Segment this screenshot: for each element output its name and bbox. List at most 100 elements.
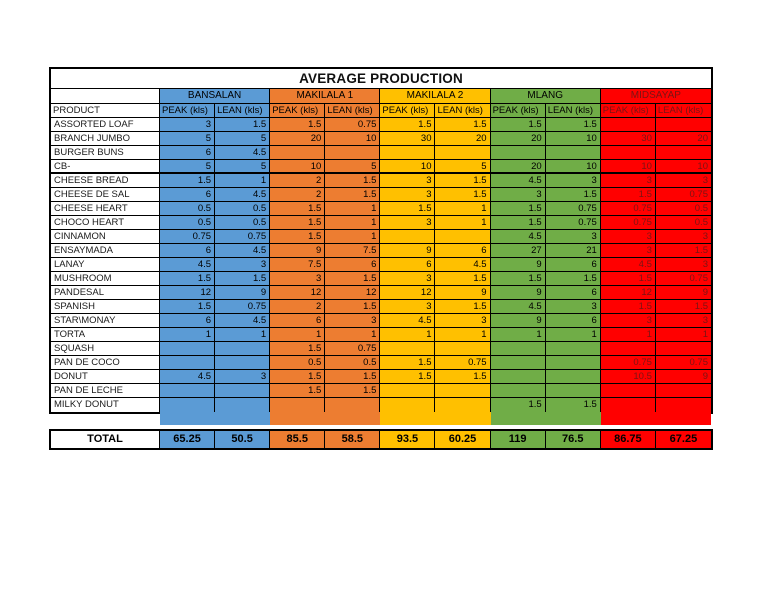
value-cell: 1.5 <box>380 118 436 132</box>
product-cell: BRANCH JUMBO <box>51 132 160 146</box>
spacer-band-bansalan <box>160 412 271 425</box>
value-cell: 3 <box>215 370 271 384</box>
product-cell: PANDESAL <box>51 286 160 300</box>
value-cell <box>160 384 216 398</box>
value-cell <box>545 384 601 398</box>
value-cell: 3 <box>655 258 711 272</box>
value-cell: 27 <box>490 244 546 258</box>
value-cell: 1 <box>325 230 381 244</box>
value-cell: 12 <box>270 286 326 300</box>
production-table: AVERAGE PRODUCTION BANSALAN MAKILALA 1 MAK… <box>49 67 713 414</box>
value-cell: 10 <box>545 160 601 174</box>
value-cell <box>380 398 436 412</box>
value-cell: 12 <box>325 286 381 300</box>
value-cell: 3 <box>325 314 381 328</box>
value-cell <box>380 146 436 160</box>
lean-header-mlang: LEAN (kls) <box>545 104 601 118</box>
value-cell <box>655 118 711 132</box>
total-value: 76.5 <box>545 431 601 448</box>
value-cell: 1 <box>435 328 491 342</box>
value-cell: 6 <box>545 258 601 272</box>
value-cell: 9 <box>490 314 546 328</box>
value-cell: 1.5 <box>600 188 656 202</box>
value-cell: 3 <box>655 314 711 328</box>
lean-header-makilala-2: LEAN (kls) <box>435 104 491 118</box>
value-cell: 0.5 <box>655 202 711 216</box>
total-value: 93.5 <box>380 431 436 448</box>
value-cell: 3 <box>215 258 271 272</box>
total-value: 119 <box>490 431 546 448</box>
total-row: TOTAL 65.25 50.5 85.5 58.5 93.5 60.25 119 76.5 8… <box>49 429 713 450</box>
value-cell: 0.75 <box>655 272 711 286</box>
product-cell: STAR\MONAY <box>51 314 160 328</box>
value-cell: 1.5 <box>490 272 546 286</box>
total-value: 85.5 <box>270 431 326 448</box>
value-cell <box>490 342 546 356</box>
value-cell: 1.5 <box>655 244 711 258</box>
value-cell: 0.5 <box>655 216 711 230</box>
value-cell: 1.5 <box>160 300 216 314</box>
value-cell: 3 <box>545 300 601 314</box>
total-value: 65.25 <box>160 431 216 448</box>
region-header-makilala-1: MAKILALA 1 <box>270 89 381 104</box>
value-cell: 6 <box>325 258 381 272</box>
value-cell <box>490 356 546 370</box>
value-cell: 1 <box>325 216 381 230</box>
value-cell: 1 <box>545 328 601 342</box>
value-cell <box>325 398 381 412</box>
lean-header-makilala-1: LEAN (kls) <box>325 104 381 118</box>
product-cell: LANAY <box>51 258 160 272</box>
product-cell: SPANISH <box>51 300 160 314</box>
product-cell: TORTA <box>51 328 160 342</box>
value-cell: 1.5 <box>490 216 546 230</box>
value-cell: 9 <box>490 286 546 300</box>
value-cell: 4.5 <box>215 244 271 258</box>
value-cell <box>380 384 436 398</box>
peak-header-midsayap: PEAK (kls) <box>600 104 656 118</box>
value-cell <box>655 384 711 398</box>
total-value: 50.5 <box>215 431 271 448</box>
value-cell: 10 <box>270 160 326 174</box>
value-cell: 9 <box>380 244 436 258</box>
value-cell <box>490 384 546 398</box>
value-cell: 1 <box>160 328 216 342</box>
value-cell: 5 <box>160 132 216 146</box>
value-cell: 1.5 <box>325 174 381 188</box>
value-cell: 3 <box>490 188 546 202</box>
total-value: 86.75 <box>600 431 656 448</box>
value-cell: 30 <box>380 132 436 146</box>
value-cell: 1 <box>215 174 271 188</box>
value-cell: 0.75 <box>435 356 491 370</box>
value-cell: 1 <box>325 202 381 216</box>
value-cell: 1.5 <box>490 398 546 412</box>
product-cell: MILKY DONUT <box>51 398 160 412</box>
value-cell: 0.75 <box>215 300 271 314</box>
value-cell <box>160 356 216 370</box>
value-cell <box>270 146 326 160</box>
total-value: 67.25 <box>655 431 711 448</box>
value-cell: 1 <box>435 216 491 230</box>
value-cell <box>490 370 546 384</box>
product-cell: SQUASH <box>51 342 160 356</box>
value-cell: 3 <box>380 188 436 202</box>
peak-header-makilala-2: PEAK (kls) <box>380 104 436 118</box>
value-cell: 0.5 <box>215 216 271 230</box>
value-cell <box>215 384 271 398</box>
product-cell: CINNAMON <box>51 230 160 244</box>
value-cell: 20 <box>490 132 546 146</box>
value-cell <box>600 146 656 160</box>
value-cell: 1.5 <box>435 174 491 188</box>
product-cell: BURGER BUNS <box>51 146 160 160</box>
value-cell: 5 <box>215 132 271 146</box>
region-header-midsayap: MIDSAYAP <box>600 89 711 104</box>
value-cell: 1 <box>270 328 326 342</box>
value-cell: 3 <box>655 230 711 244</box>
value-cell: 1.5 <box>435 118 491 132</box>
region-header-makilala-2: MAKILALA 2 <box>380 89 491 104</box>
value-cell: 1.5 <box>545 272 601 286</box>
value-cell: 1.5 <box>325 272 381 286</box>
value-cell: 4.5 <box>490 300 546 314</box>
value-cell: 1 <box>435 202 491 216</box>
value-cell: 0.5 <box>270 356 326 370</box>
value-cell <box>435 342 491 356</box>
